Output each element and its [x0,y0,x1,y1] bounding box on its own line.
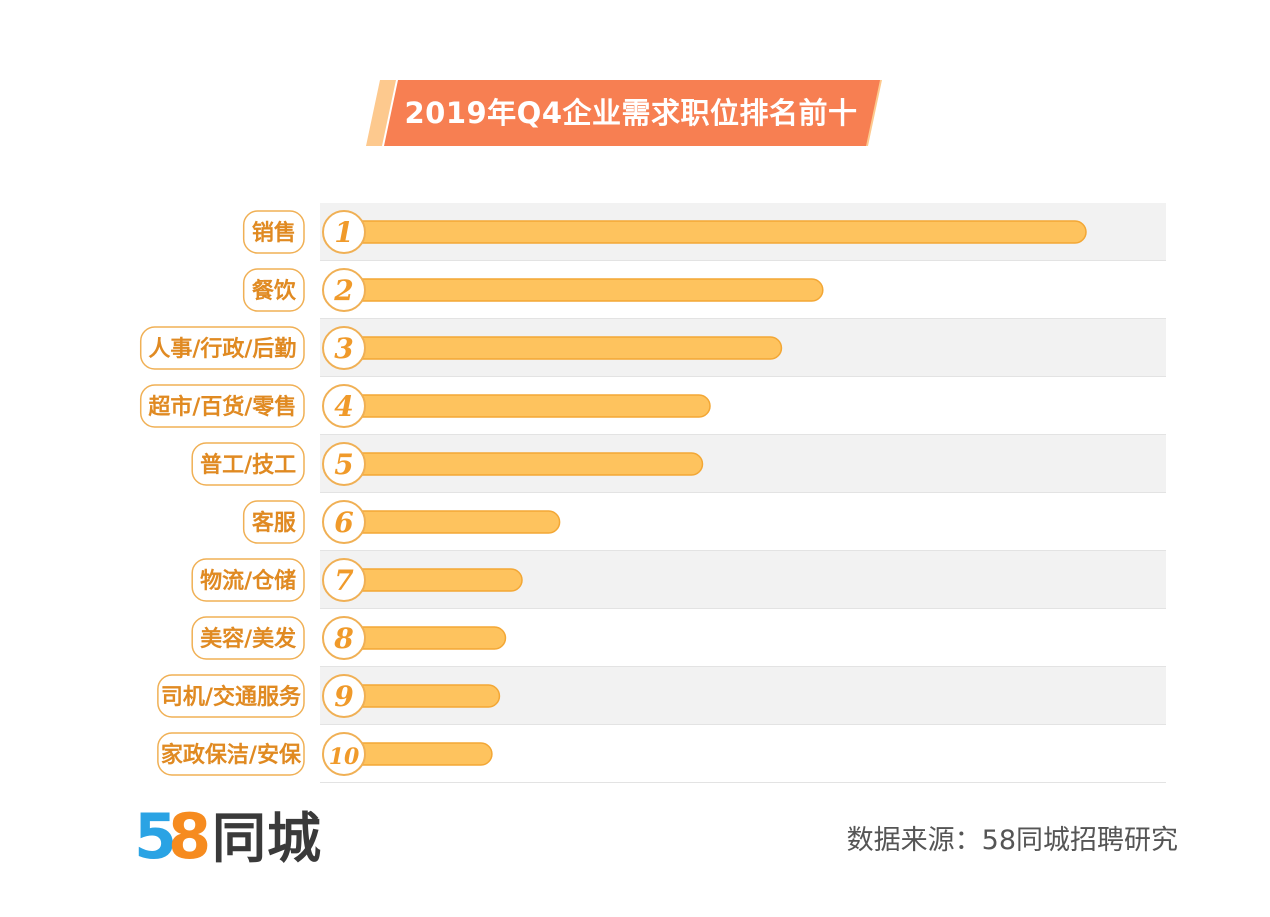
rank-badge-5 [322,442,366,486]
category-label-3: 人事/行政/后勤 [148,336,296,362]
category-label-box-8 [191,616,305,660]
rank-number-1: 1 [334,216,353,249]
rank-badge-2 [322,268,366,312]
rank-number-10: 10 [329,744,360,770]
category-label-2: 餐饮 [252,279,297,304]
rank-badge-1 [322,210,366,254]
category-label-box-2 [242,268,305,312]
logo-digit-five: 5 [134,800,178,873]
category-label-box-10 [157,732,305,776]
category-label-box-5 [191,442,305,486]
bar-3 [333,336,783,360]
rank-badge-10 [322,732,366,776]
category-label-box-9 [157,674,305,718]
rank-badge-6 [322,500,366,544]
category-label-7: 物流/仓储 [200,568,296,594]
category-label-10: 家政保洁/安保 [161,742,302,768]
rank-badge-3 [322,326,366,370]
rank-number-9: 9 [334,680,353,713]
bar-4 [333,394,711,418]
category-label-9: 司机/交通服务 [161,684,302,710]
rank-number-5: 5 [334,448,353,481]
bar-2 [333,278,824,302]
rank-badge-7 [322,558,366,602]
logo-text: 同城 [212,807,322,870]
category-label-5: 普工/技工 [200,452,296,478]
bar-1 [333,220,1087,244]
category-label-1: 销售 [252,220,296,246]
bar-5 [333,452,704,476]
rank-number-6: 6 [334,506,353,539]
title-banner [366,80,882,146]
category-label-8: 美容/美发 [200,626,297,652]
logo-digit-eight: 8 [168,800,212,873]
category-label-4: 超市/百货/零售 [148,394,296,420]
ranking-chart: 1 销售 2 餐饮 3 人事/行政/后勤 4 超市/百货/零售 5 普工/技工 6 客服 7 物流/仓储 8… [139,203,1166,783]
rank-number-2: 2 [333,274,353,307]
rank-number-7: 7 [334,564,354,597]
chart-title: 2019年Q4企业需求职位排名前十 [404,96,858,130]
category-label-box-3 [139,326,305,370]
category-label-6: 客服 [252,510,297,536]
category-label-box-4 [139,384,305,428]
rank-number-4: 4 [334,390,353,423]
rank-badge-9 [322,674,366,718]
category-label-box-7 [191,558,305,602]
category-label-box-6 [242,500,305,544]
category-label-box-1 [242,210,305,254]
data-source: 数据来源：58同城招聘研究 [846,825,1178,856]
bar-6 [333,510,561,534]
rank-number-3: 3 [334,332,353,365]
rank-badge-8 [322,616,366,660]
rank-number-8: 8 [333,622,353,655]
rank-badge-4 [322,384,366,428]
